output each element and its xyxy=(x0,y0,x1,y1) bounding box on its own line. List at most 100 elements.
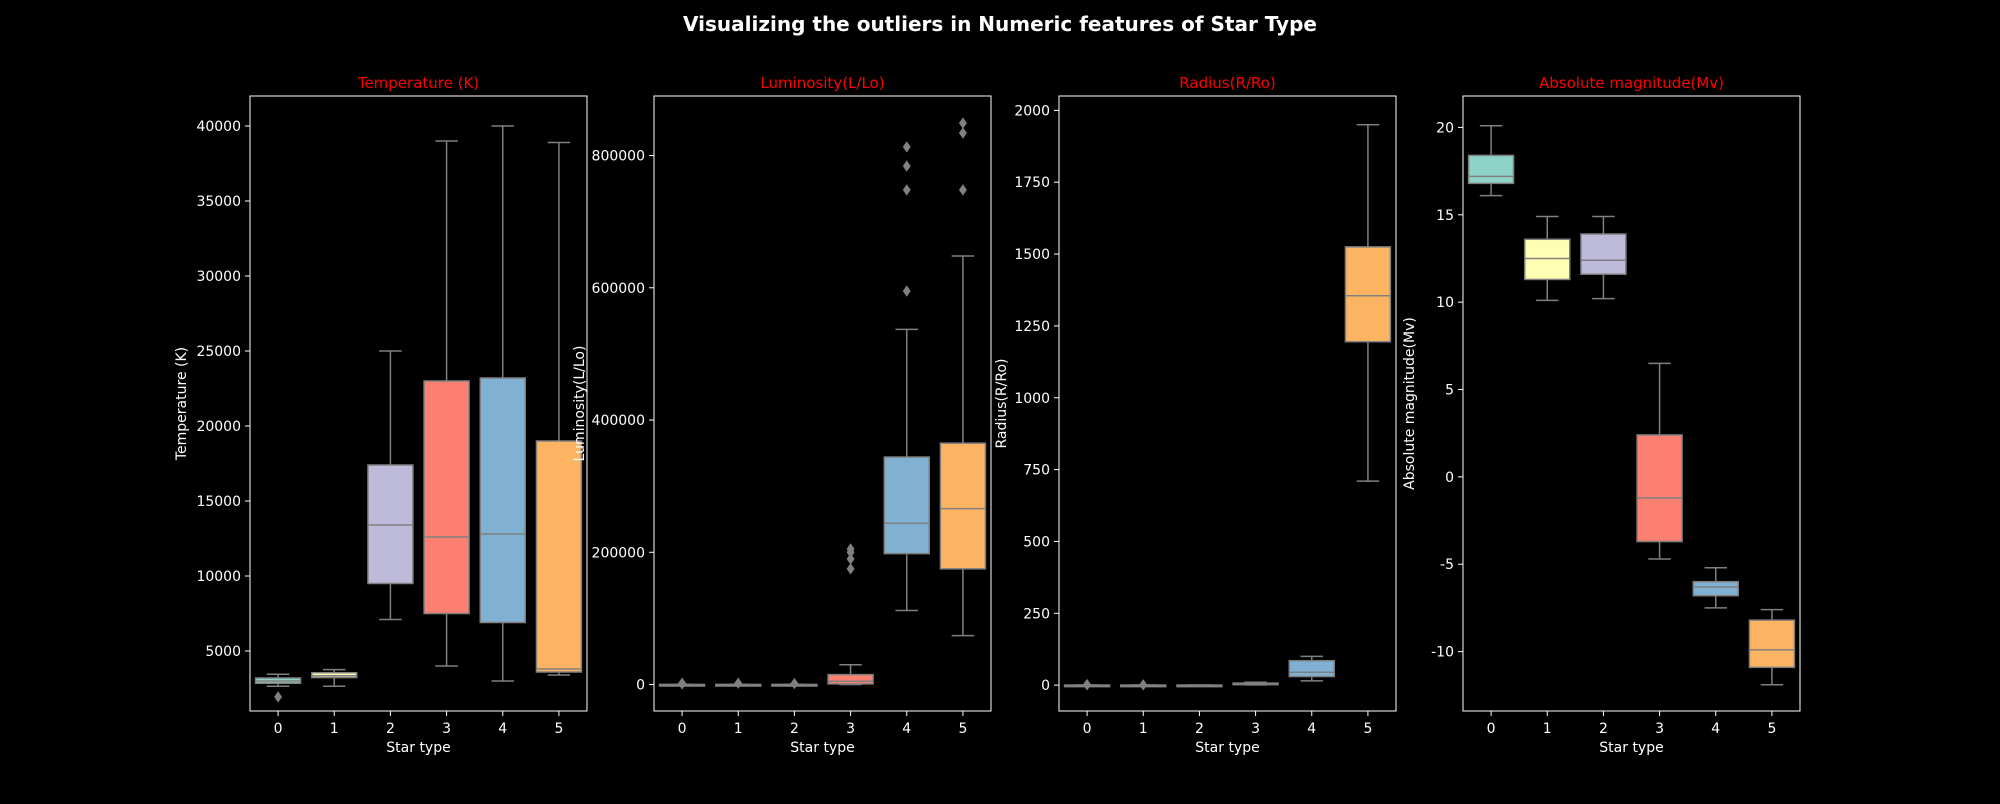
x-tick-label: 1 xyxy=(330,721,339,737)
box-5 xyxy=(1344,123,1392,482)
x-tick-label: 3 xyxy=(442,721,451,737)
box-5 xyxy=(1748,608,1796,686)
box-3 xyxy=(423,140,470,667)
subplot-2: Radius(R/Ro)0250500750100012501500175020… xyxy=(994,74,1397,756)
outlier-marker xyxy=(902,285,911,297)
x-tick-label: 0 xyxy=(1487,721,1496,737)
box-2 xyxy=(771,677,818,690)
outlier-marker xyxy=(846,543,855,555)
y-tick-label: 40000 xyxy=(196,119,241,135)
y-tick-label: 20 xyxy=(1436,120,1454,136)
x-tick-label: 4 xyxy=(1307,721,1316,737)
y-tick-label: 1250 xyxy=(1014,319,1050,335)
outlier-marker xyxy=(902,160,911,172)
x-tick-label: 5 xyxy=(554,721,563,737)
subplot-title: Temperature (K) xyxy=(357,74,479,92)
y-tick-label: 200000 xyxy=(592,545,645,561)
axes-frame xyxy=(1058,95,1397,712)
iqr-box xyxy=(1524,238,1571,281)
x-tick-label: 5 xyxy=(1767,721,1776,737)
box-1 xyxy=(1524,215,1571,302)
subplot-title: Luminosity(L/Lo) xyxy=(760,74,884,92)
x-tick-label: 1 xyxy=(1543,721,1552,737)
box-0 xyxy=(254,673,302,703)
x-tick-label: 2 xyxy=(386,721,395,737)
box-3 xyxy=(1636,362,1683,560)
box-1 xyxy=(311,668,358,687)
x-tick-label: 2 xyxy=(1195,721,1204,737)
subplot-0: Temperature (K) 5000 10000 15000 20000 25000 3… xyxy=(174,74,588,756)
x-tick-label: 0 xyxy=(1083,721,1092,737)
iqr-box xyxy=(883,456,930,555)
y-tick-label: 500 xyxy=(1023,534,1050,550)
subplot-title: Absolute magnitude(Mv) xyxy=(1539,74,1724,92)
y-tick-label: 35000 xyxy=(196,194,241,210)
x-tick-label: 5 xyxy=(1363,721,1372,737)
y-tick-label: 15000 xyxy=(196,494,241,510)
box-5 xyxy=(939,117,987,637)
y-tick-label: 15 xyxy=(1436,208,1454,224)
x-tick-label: 2 xyxy=(790,721,799,737)
box-0 xyxy=(658,677,706,690)
outlier-marker xyxy=(902,141,911,153)
y-tick-label: 25000 xyxy=(196,344,241,360)
outlier-marker xyxy=(846,563,855,575)
x-tick-label: 2 xyxy=(1599,721,1608,737)
y-axis-label: Radius(R/Ro) xyxy=(994,359,1010,449)
box-1 xyxy=(715,677,762,689)
y-tick-label: 5000 xyxy=(205,644,241,660)
iqr-box xyxy=(1636,434,1683,543)
iqr-box xyxy=(939,442,987,570)
x-tick-label: 1 xyxy=(1139,721,1148,737)
y-tick-label: -5 xyxy=(1440,557,1454,573)
box-5 xyxy=(535,141,583,676)
y-tick-label: 10000 xyxy=(196,569,241,585)
outlier-marker xyxy=(678,677,687,689)
box-2 xyxy=(1580,215,1627,300)
iqr-box xyxy=(1467,154,1515,185)
y-tick-label: -10 xyxy=(1431,645,1454,661)
x-tick-label: 4 xyxy=(902,721,911,737)
outlier-marker xyxy=(790,677,799,690)
y-tick-label: 600000 xyxy=(592,281,645,297)
y-tick-label: 1000 xyxy=(1014,391,1050,407)
subplot-1: Luminosity(L/Lo) 0 200000 400000 600000 80000… xyxy=(572,74,992,756)
subplot-title: Radius(R/Ro) xyxy=(1179,74,1275,92)
x-axis-label: Star type xyxy=(790,740,854,756)
axes-frame xyxy=(1462,95,1801,712)
figure-suptitle: Visualizing the outliers in Numeric feat… xyxy=(683,12,1317,36)
iqr-box xyxy=(1748,619,1796,669)
x-tick-label: 3 xyxy=(1655,721,1664,737)
box-2 xyxy=(1176,684,1223,688)
y-tick-label: 400000 xyxy=(592,413,645,429)
x-tick-label: 0 xyxy=(274,721,283,737)
iqr-box xyxy=(1288,659,1335,678)
x-tick-label: 3 xyxy=(1251,721,1260,737)
y-tick-label: 0 xyxy=(636,678,645,694)
y-axis-label: Absolute magnitude(Mv) xyxy=(1402,317,1418,490)
x-tick-label: 4 xyxy=(1711,721,1720,737)
y-tick-label: 1500 xyxy=(1014,247,1050,263)
y-axis-label: Temperature (K) xyxy=(174,347,190,461)
axes-frame xyxy=(653,95,992,712)
iqr-box xyxy=(1692,580,1739,597)
box-0 xyxy=(1467,124,1515,197)
box-0 xyxy=(1063,678,1111,691)
y-tick-label: 20000 xyxy=(196,419,241,435)
x-axis-label: Star type xyxy=(1195,740,1259,756)
box-4 xyxy=(1692,566,1739,609)
outlier-marker xyxy=(902,184,911,196)
y-tick-label: 750 xyxy=(1023,463,1050,479)
iqr-box xyxy=(1580,233,1627,275)
box-2 xyxy=(367,350,414,621)
x-tick-label: 0 xyxy=(678,721,687,737)
y-tick-label: 5 xyxy=(1445,383,1454,399)
y-tick-label: 800000 xyxy=(592,149,645,165)
iqr-box xyxy=(1344,246,1392,343)
box-4 xyxy=(1288,655,1335,682)
box-1 xyxy=(1120,679,1167,691)
iqr-box xyxy=(423,380,470,615)
